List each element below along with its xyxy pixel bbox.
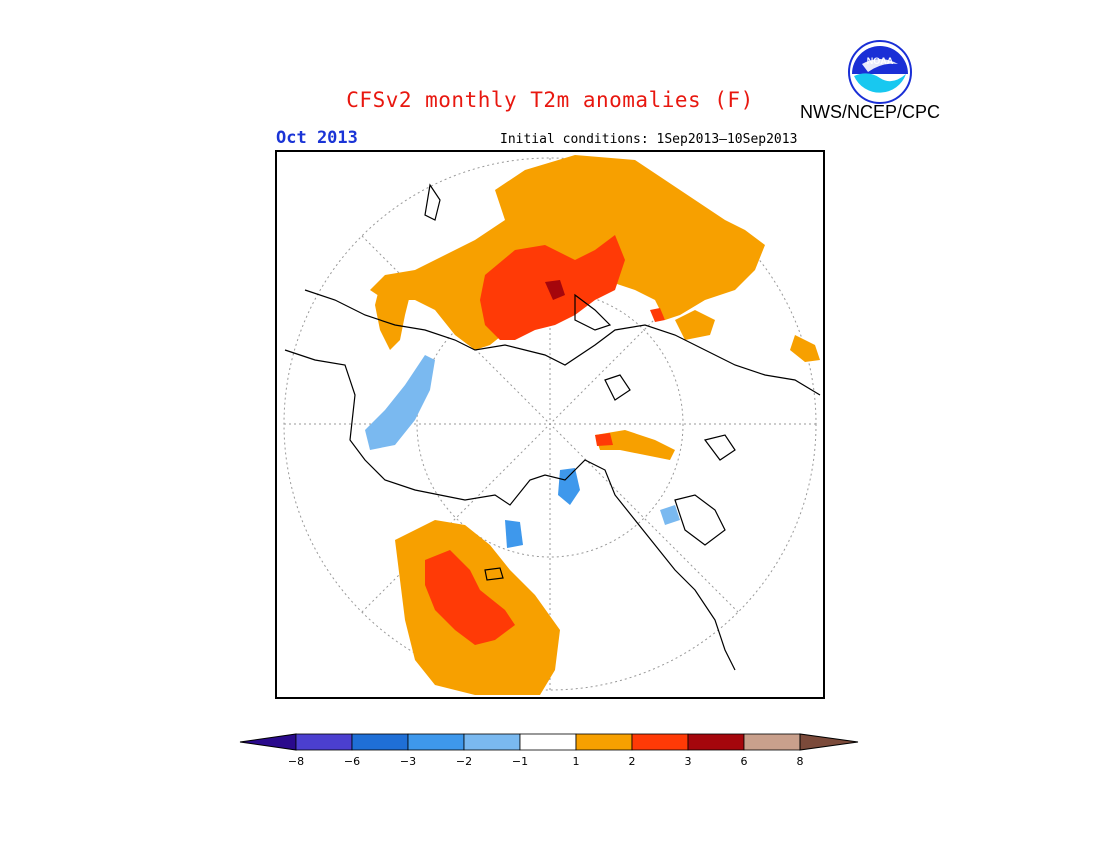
color-legend: −8 −6 −3 −2 −1 1 2 3 6 8 [239,733,859,768]
colorbar-tick-label: −2 [456,755,472,768]
colorbar-tick-label: 2 [629,755,636,768]
colorbar-segment [631,733,689,751]
forecast-month: Oct 2013 [276,128,358,148]
initial-conditions: Initial conditions: 1Sep2013–10Sep2013 [500,132,798,147]
polar-map [275,150,825,699]
colorbar-segment [407,733,465,751]
colorbar-segment [743,733,801,751]
map-title: CFSv2 monthly T2m anomalies (F) [346,88,754,112]
colorbar-arrow-low [239,733,297,751]
agency-label: NWS/NCEP/CPC [800,102,941,122]
colorbar-segment [687,733,745,751]
colorbar-segment [519,733,577,751]
colorbar-arrow-high [799,733,859,751]
colorbar-tick-label: −3 [400,755,416,768]
colorbar-segment [351,733,409,751]
colorbar-tick-label: 8 [797,755,804,768]
colorbar-segment [463,733,521,751]
colorbar-tick-label: −6 [344,755,360,768]
colorbar-tick-label: 1 [573,755,580,768]
noaa-logo: NOAA [848,40,912,104]
logo-text: NOAA [867,56,894,66]
colorbar-tick-label: 6 [741,755,748,768]
colorbar-segment [575,733,633,751]
colorbar-tick-label: −8 [288,755,304,768]
colorbar-segment [295,733,353,751]
colorbar-tick-label: 3 [685,755,692,768]
colorbar-tick-label: −1 [512,755,528,768]
